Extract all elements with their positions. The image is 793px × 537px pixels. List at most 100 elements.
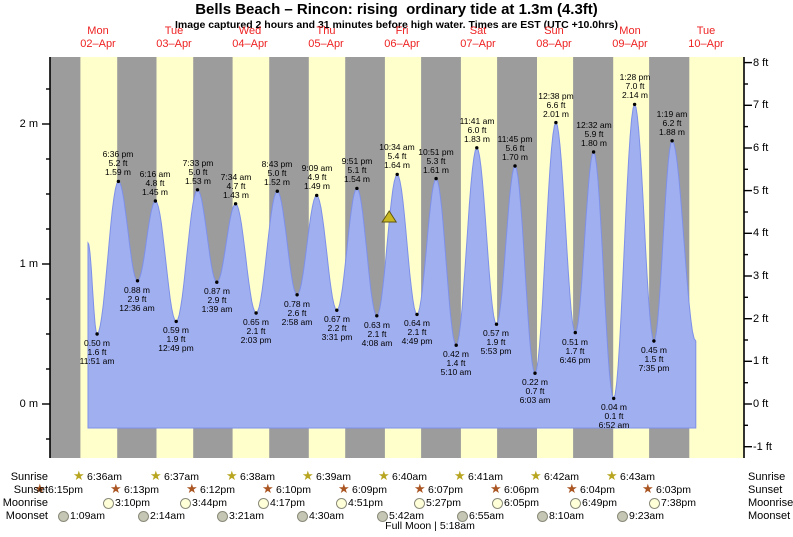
- tide-extreme-dot: [475, 146, 479, 150]
- sunrise-time: 6:42am: [544, 471, 580, 483]
- low-tide-annotation: 0.87 m 2.9 ft 1:39 am: [201, 286, 233, 314]
- chart-title: Bells Beach – Rincon: rising ordinary ti…: [195, 1, 598, 18]
- tide-extreme-dot: [494, 322, 499, 326]
- sunset-icon: ★: [642, 481, 654, 496]
- sunset-time: 6:03pm: [656, 484, 692, 496]
- moonset-time: 1:09am: [70, 510, 106, 522]
- low-tide-annotation: 0.57 m 1.9 ft 5:53 pm: [480, 328, 512, 356]
- sunset-icon: ★: [490, 481, 502, 496]
- moonset-time: 3:21am: [229, 510, 265, 522]
- tide-extreme-dot: [233, 202, 238, 206]
- right-axis-label: 3 ft: [753, 270, 769, 282]
- right-axis-label: 0 ft: [753, 398, 769, 410]
- sunset-icon: ★: [338, 481, 350, 496]
- moonset-icon: [617, 511, 628, 522]
- sunrise-time: 6:39am: [316, 471, 352, 483]
- day-label: Tue 03–Apr: [156, 25, 192, 50]
- low-tide-annotation: 0.65 m 2.1 ft 2:03 pm: [240, 317, 272, 345]
- sunrise-icon: ★: [454, 468, 466, 483]
- tide-extreme-dot: [533, 371, 537, 375]
- chart-subtitle: Image captured 2 hours and 31 minutes be…: [175, 19, 618, 31]
- tide-extreme-dot: [454, 343, 458, 347]
- right-axis-label: 2 ft: [753, 313, 769, 325]
- left-axis-label: 1 m: [19, 258, 38, 270]
- moonrise-time: 4:17pm: [270, 497, 306, 509]
- moonset-icon: [377, 511, 388, 522]
- tide-extreme-dot: [275, 189, 279, 193]
- day-label: Thu 05–Apr: [308, 25, 344, 50]
- tide-extreme-dot: [652, 339, 656, 343]
- tide-extreme-dot: [434, 176, 438, 181]
- right-axis: [743, 57, 752, 458]
- current-time-marker-icon: [381, 210, 398, 223]
- sunset-icon: ★: [262, 481, 274, 496]
- moonrise-icon: [414, 498, 425, 509]
- moonset-icon: [297, 511, 308, 522]
- moonset-row-label-right: Moonset: [748, 510, 791, 522]
- low-tide-annotation: 0.22 m 0.7 ft 6:03 am: [519, 377, 551, 405]
- high-tide-annotation: 12:38 pm 6.6 ft 2.01 m: [538, 91, 574, 119]
- high-tide-annotation: 11:45 pm 5.6 ft 1.70 m: [497, 134, 533, 162]
- sunset-icon: ★: [34, 481, 46, 496]
- right-axis-label: 4 ft: [753, 227, 769, 239]
- day-label: Wed 04–Apr: [232, 25, 268, 50]
- high-tide-annotation: 6:16 am 4.8 ft 1.45 m: [139, 169, 171, 197]
- moonset-icon: [217, 511, 228, 522]
- high-tide-annotation: 9:09 am 4.9 ft 1.49 m: [301, 163, 333, 191]
- moonrise-icon: [103, 498, 114, 509]
- day-label: Sat 07–Apr: [460, 25, 496, 50]
- sunset-row-label-left: Sunset: [13, 484, 48, 496]
- sunset-icon: ★: [110, 481, 122, 496]
- moonset-icon: [138, 511, 149, 522]
- moonrise-time: 6:05pm: [504, 497, 540, 509]
- sunrise-row-label-left: Sunrise: [10, 471, 48, 483]
- low-tide-annotation: 0.51 m 1.7 ft 6:46 pm: [559, 337, 591, 365]
- day-label: Mon 02–Apr: [80, 25, 116, 50]
- sunset-time: 6:06pm: [504, 484, 540, 496]
- moonrise-time: 3:44pm: [192, 497, 228, 509]
- sunset-icon: ★: [414, 481, 426, 496]
- low-tide-annotation: 0.67 m 2.2 ft 3:31 pm: [321, 314, 353, 342]
- sunset-time: 6:10pm: [276, 484, 312, 496]
- moonrise-icon: [258, 498, 269, 509]
- sunrise-time: 6:41am: [468, 471, 504, 483]
- sunrise-time: 6:40am: [392, 471, 428, 483]
- high-tide-annotation: 6:36 pm 5.2 ft 1.59 m: [102, 149, 134, 177]
- high-tide-annotation: 10:51 pm 5.3 ft 1.61 m: [418, 147, 454, 175]
- moonset-icon: [457, 511, 468, 522]
- sunrise-time: 6:36am: [87, 471, 123, 483]
- sunset-time: 6:07pm: [428, 484, 464, 496]
- tide-extreme-dot: [153, 199, 158, 203]
- tide-extreme-dot: [174, 319, 178, 324]
- low-tide-annotation: 0.64 m 2.1 ft 4:49 pm: [401, 318, 433, 346]
- low-tide-annotation: 0.42 m 1.4 ft 5:10 am: [440, 349, 472, 377]
- moonset-time: 9:23am: [629, 510, 665, 522]
- high-tide-annotation: 12:32 am 5.9 ft 1.80 m: [576, 120, 612, 148]
- right-axis-label: 1 ft: [753, 355, 769, 367]
- sunset-icon: ★: [186, 481, 198, 496]
- day-label: Sun 08–Apr: [536, 25, 572, 50]
- moonset-time: 8:10am: [549, 510, 585, 522]
- high-tide-annotation: 1:28 pm 7.0 ft 2.14 m: [619, 72, 651, 100]
- moonset-icon: [537, 511, 548, 522]
- right-axis-label: 5 ft: [753, 185, 769, 197]
- sunset-time: 6:09pm: [352, 484, 388, 496]
- sunrise-icon: ★: [150, 468, 162, 483]
- high-tide-annotation: 1:19 am 6.2 ft 1.88 m: [656, 109, 688, 137]
- moonrise-row-label-left: Moonrise: [2, 497, 48, 509]
- moonrise-time: 5:27pm: [426, 497, 462, 509]
- moonrise-icon: [570, 498, 581, 509]
- tide-extreme-dot: [295, 293, 299, 297]
- moonrise-icon: [649, 498, 660, 509]
- sunrise-time: 6:38am: [240, 471, 276, 483]
- moonset-time: 6:55am: [469, 510, 505, 522]
- tide-extreme-dot: [116, 179, 121, 184]
- sunrise-icon: ★: [606, 468, 618, 483]
- tide-extreme-dot: [573, 330, 577, 335]
- moonrise-time: 6:49pm: [582, 497, 618, 509]
- tide-extreme-dot: [670, 139, 674, 143]
- sunrise-icon: ★: [302, 468, 314, 483]
